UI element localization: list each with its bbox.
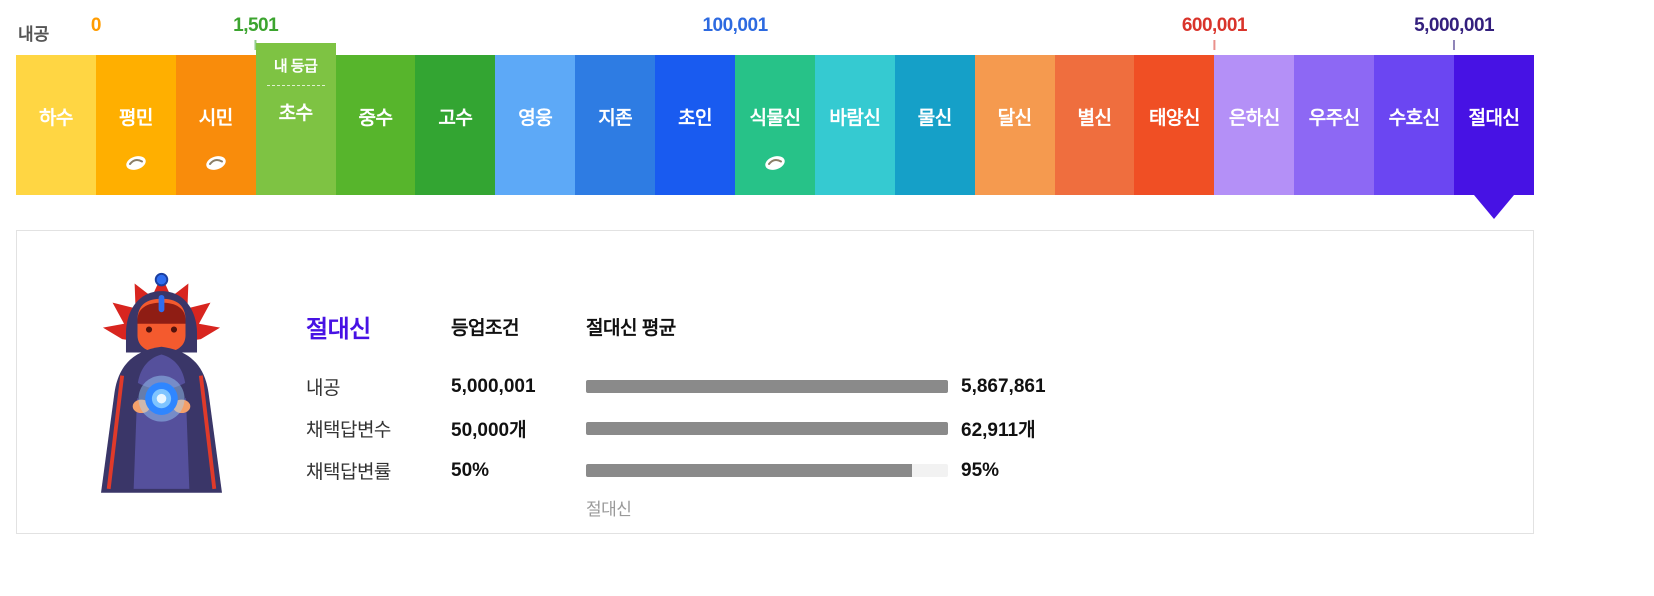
rank-title: 절대신 xyxy=(306,316,371,343)
selected-rank-arrow xyxy=(1473,195,1514,219)
column-header-average: 절대신 평균 xyxy=(586,318,676,339)
rank-segment[interactable]: 지존 xyxy=(575,55,656,195)
rank-segment[interactable]: 물신 xyxy=(894,55,975,195)
bar-caption: 절대신 xyxy=(586,500,632,519)
rank-segment[interactable]: 우주신 xyxy=(1294,55,1375,195)
rank-detail: 절대신 등업조건 절대신 평균 내공 5,000,001 5,867,861 채… xyxy=(306,231,1046,533)
stat-average-value: 95% xyxy=(961,459,1000,481)
my-grade-badge-label: 내 등급 xyxy=(273,58,318,75)
bean-icon xyxy=(176,154,256,172)
bean-icon xyxy=(735,154,815,172)
wizard-illustration xyxy=(101,272,222,493)
rank-segment[interactable]: 평민 xyxy=(95,55,176,195)
stat-bar xyxy=(586,380,948,393)
stat-condition-value: 5,000,001 xyxy=(451,375,536,397)
rank-label: 식물신 xyxy=(749,108,801,129)
rank-segment[interactable]: 바람신 xyxy=(814,55,895,195)
threshold-marker: 0 xyxy=(90,15,102,37)
threshold-marker: 1,501 xyxy=(233,15,279,50)
rank-segment[interactable]: 별신 xyxy=(1054,55,1135,195)
rank-character-illustration xyxy=(17,231,306,533)
stat-average-value: 62,911개 xyxy=(961,420,1036,441)
stat-label: 채택답변률 xyxy=(306,462,391,483)
rank-label: 시민 xyxy=(198,108,233,129)
page-content: 내공 0 1,501 100,001 600,001 5,000,001 하수 … xyxy=(16,0,1534,534)
rank-label: 절대신 xyxy=(1468,108,1520,129)
stat-label: 채택답변수 xyxy=(306,420,391,441)
rank-segment[interactable]: 중수 xyxy=(335,55,416,195)
rank-segment[interactable]: 달신 xyxy=(974,55,1055,195)
rank-bar: 하수 평민 시민 내 등급 초수 중수 xyxy=(16,43,1534,219)
bean-icon xyxy=(96,154,176,172)
threshold-tick xyxy=(1213,40,1216,50)
my-grade-badge-divider xyxy=(266,85,325,86)
rank-label: 평민 xyxy=(118,108,153,129)
stat-label: 내공 xyxy=(306,378,340,399)
rank-label: 초인 xyxy=(678,108,713,129)
rank-label: 수호신 xyxy=(1388,108,1440,129)
rank-label: 지존 xyxy=(598,108,633,129)
threshold-marker: 5,000,001 xyxy=(1414,15,1495,50)
rank-label: 하수 xyxy=(38,108,73,129)
my-grade-badge: 내 등급 xyxy=(256,43,336,86)
stat-condition-value: 50,000개 xyxy=(451,420,527,441)
threshold-value: 600,001 xyxy=(1181,15,1248,36)
rank-segment[interactable]: 하수 xyxy=(16,55,96,195)
rank-label: 영웅 xyxy=(518,108,553,129)
stat-average-value: 5,867,861 xyxy=(961,375,1046,397)
threshold-marker: 100,001 xyxy=(702,15,768,37)
rank-segment[interactable]: 영웅 xyxy=(495,55,576,195)
rank-label: 은하신 xyxy=(1228,108,1280,129)
rank-segment[interactable]: 시민 xyxy=(175,55,256,195)
threshold-value: 0 xyxy=(90,15,102,36)
rank-scale: 내공 0 1,501 100,001 600,001 5,000,001 하수 … xyxy=(16,0,1534,225)
threshold-value: 1,501 xyxy=(233,15,279,36)
rank-label: 고수 xyxy=(438,108,473,129)
rank-label: 물신 xyxy=(917,108,952,129)
rank-label: 초수 xyxy=(278,103,313,124)
stat-bar xyxy=(586,422,948,435)
rank-detail-card: 절대신 등업조건 절대신 평균 내공 5,000,001 5,867,861 채… xyxy=(16,230,1534,534)
threshold-tick xyxy=(1453,40,1456,50)
rank-label: 바람신 xyxy=(829,108,881,129)
rank-segment[interactable]: 내 등급 초수 xyxy=(255,43,336,195)
threshold-tick xyxy=(254,40,257,50)
stat-bar-fill xyxy=(586,380,948,393)
rank-segment[interactable]: 수호신 xyxy=(1374,55,1455,195)
rank-segment[interactable]: 은하신 xyxy=(1214,55,1295,195)
threshold-marker: 600,001 xyxy=(1181,15,1248,50)
rank-label: 달신 xyxy=(997,108,1032,129)
rank-label: 우주신 xyxy=(1308,108,1360,129)
stat-bar xyxy=(586,464,948,477)
column-header-condition: 등업조건 xyxy=(451,318,519,339)
rank-segment[interactable]: 태양신 xyxy=(1134,55,1215,195)
threshold-value: 100,001 xyxy=(702,15,768,36)
rank-segment[interactable]: 절대신 xyxy=(1454,55,1534,219)
threshold-value: 5,000,001 xyxy=(1414,15,1495,36)
rank-label: 태양신 xyxy=(1148,108,1200,129)
stat-condition-value: 50% xyxy=(451,459,490,481)
rank-label: 별신 xyxy=(1077,108,1112,129)
stat-bar-fill xyxy=(586,422,948,435)
rank-segment[interactable]: 초인 xyxy=(655,55,736,195)
rank-label: 중수 xyxy=(358,108,393,129)
stat-bar-fill xyxy=(586,464,912,477)
axis-label: 내공 xyxy=(18,25,50,44)
rank-segment[interactable]: 식물신 xyxy=(735,55,815,195)
rank-segment[interactable]: 고수 xyxy=(415,55,496,195)
